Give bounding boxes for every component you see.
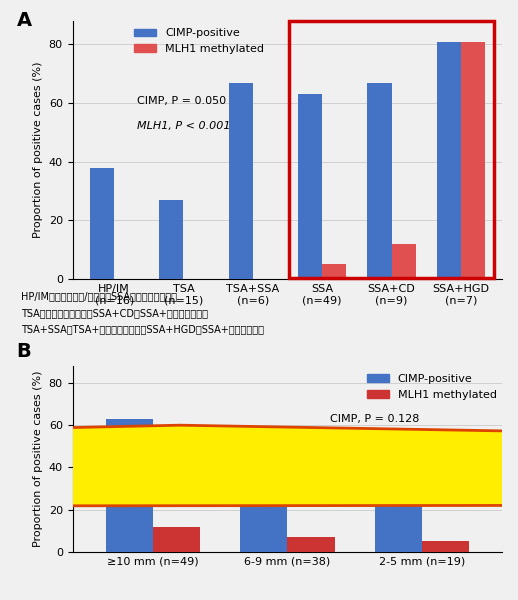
Bar bbox=[461, 41, 485, 279]
Text: CIMP, P = 0.050: CIMP, P = 0.050 bbox=[137, 95, 226, 106]
Bar bbox=[392, 244, 416, 279]
Bar bbox=[228, 83, 253, 279]
Text: B: B bbox=[17, 342, 32, 361]
Bar bbox=[437, 41, 461, 279]
Y-axis label: Proportion of positive cases (%): Proportion of positive cases (%) bbox=[33, 371, 43, 547]
Text: TSA+SSA：TSA+無蒂鯯齒狀腔瘾　SSA+HGD：SSA+高度増生不良: TSA+SSA：TSA+無蒂鯯齒狀腔瘾 SSA+HGD：SSA+高度増生不良 bbox=[21, 325, 264, 335]
Bar bbox=[90, 167, 114, 279]
Bar bbox=[422, 541, 469, 552]
Bar bbox=[289, 21, 494, 278]
Bar bbox=[367, 83, 392, 279]
Bar bbox=[106, 419, 153, 552]
Y-axis label: Proportion of positive cases (%): Proportion of positive cases (%) bbox=[33, 62, 43, 238]
Bar bbox=[159, 200, 183, 279]
Bar bbox=[322, 265, 347, 279]
Bar bbox=[375, 461, 422, 552]
Bar bbox=[287, 537, 335, 552]
Text: MLH1, P < 0.001: MLH1, P < 0.001 bbox=[137, 121, 231, 131]
FancyArrow shape bbox=[0, 425, 518, 506]
Text: MLH1, P = 0.746: MLH1, P = 0.746 bbox=[330, 438, 424, 448]
Bar bbox=[240, 446, 287, 552]
Text: TSA：傳統鯯齒狀腔瘾　SSA+CD：SSA+細胞學増生不良: TSA：傳統鯯齒狀腔瘾 SSA+CD：SSA+細胞學増生不良 bbox=[21, 308, 208, 318]
Bar bbox=[153, 527, 200, 552]
Bar bbox=[298, 94, 322, 279]
Text: A: A bbox=[17, 11, 32, 29]
Text: HP/IM：増生性息肉/中期　　SSA：無蒂鯯齒狀腔瘾: HP/IM：増生性息肉/中期 SSA：無蒂鯯齒狀腔瘾 bbox=[21, 291, 177, 301]
Text: CIMP, P = 0.128: CIMP, P = 0.128 bbox=[330, 414, 420, 424]
Legend: CIMP-positive, MLH1 methylated: CIMP-positive, MLH1 methylated bbox=[130, 24, 269, 58]
Legend: CIMP-positive, MLH1 methylated: CIMP-positive, MLH1 methylated bbox=[362, 370, 501, 404]
